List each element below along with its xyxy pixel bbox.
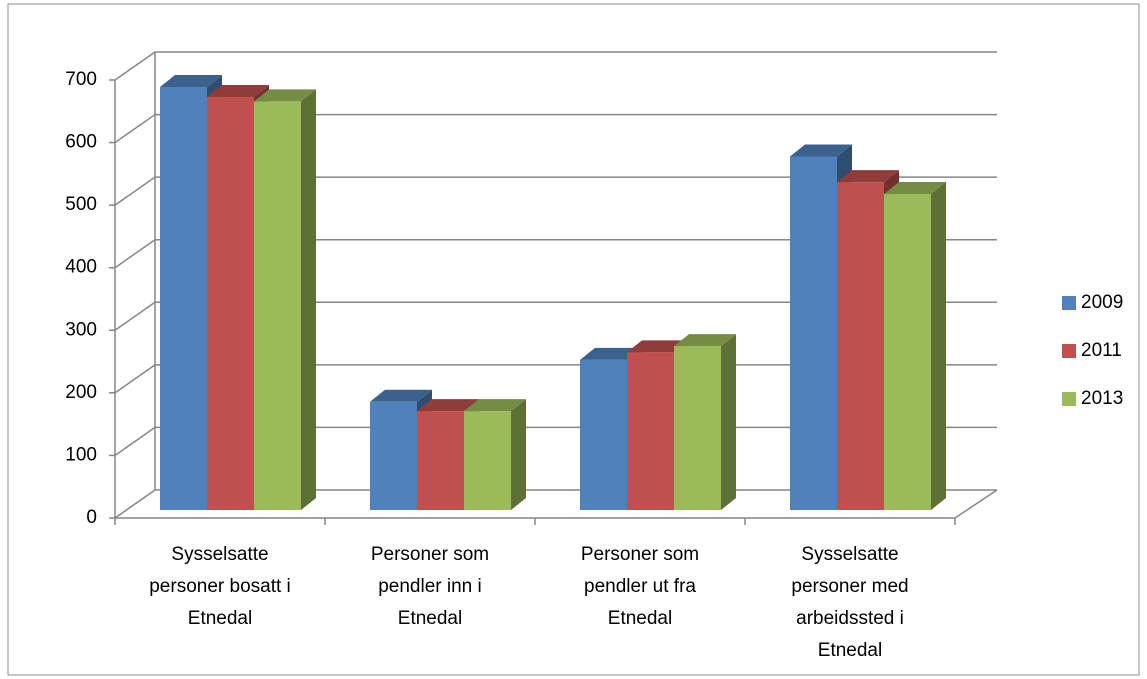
y-tick-label: 500: [65, 194, 97, 215]
legend-label: 2009: [1081, 292, 1123, 313]
bar-top: [674, 334, 736, 347]
bar-side: [301, 89, 316, 510]
y-tick-label: 100: [65, 444, 97, 465]
bar-front: [674, 346, 721, 510]
bar-top: [790, 144, 852, 157]
bar-top: [884, 182, 946, 195]
bar-front: [417, 411, 464, 510]
bar-top: [837, 170, 899, 183]
bar-front: [790, 156, 837, 510]
bar-front: [627, 352, 674, 510]
x-tick-label: Sysselsatte personer med arbeidssted i Etne…: [791, 544, 908, 661]
legend-label: 2013: [1081, 388, 1123, 409]
bar-top: [370, 389, 432, 402]
bar-front: [580, 359, 627, 510]
bar-front: [370, 401, 417, 510]
bar: [254, 89, 316, 510]
bar-front: [837, 182, 884, 510]
legend-label: 2011: [1081, 340, 1122, 361]
bar: [464, 399, 526, 510]
bar-top: [627, 340, 689, 353]
y-tick-label: 0: [86, 507, 97, 528]
legend-swatch: [1062, 392, 1076, 406]
bar-front: [464, 411, 511, 510]
y-tick-label: 300: [65, 319, 97, 340]
bar: [884, 182, 946, 510]
x-tick-label: Sysselsatte personer bosatt i Etnedal: [149, 544, 291, 629]
y-tick-label: 400: [65, 257, 97, 278]
bar-top: [254, 89, 316, 102]
legend-swatch: [1062, 344, 1076, 358]
bar-front: [254, 101, 301, 510]
bar: [674, 334, 736, 510]
bar-top: [207, 85, 269, 98]
bar-side: [931, 182, 946, 510]
bar-top: [580, 347, 642, 360]
bar-front: [207, 97, 254, 511]
y-tick-label: 600: [65, 132, 97, 153]
bar-front: [160, 87, 207, 510]
x-tick-label: Personer som pendler ut fra Etnedal: [581, 544, 699, 629]
bar-side: [511, 399, 526, 510]
bar-front: [884, 194, 931, 510]
y-tick-label: 200: [65, 382, 97, 403]
bar-top: [464, 399, 526, 412]
x-tick-label: Personer som pendler inn i Etnedal: [371, 544, 489, 629]
y-tick-label: 700: [65, 69, 97, 90]
bar-side: [721, 334, 736, 510]
bar-top: [417, 399, 479, 412]
bar-top: [160, 75, 222, 88]
legend-swatch: [1062, 296, 1076, 310]
